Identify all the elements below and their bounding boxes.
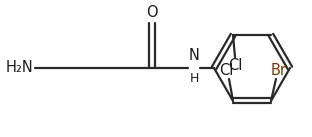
Text: Cl: Cl [219,63,233,78]
Text: O: O [146,5,158,20]
Text: N: N [188,48,199,63]
Text: Cl: Cl [228,58,242,73]
Text: H: H [189,72,199,85]
Text: H₂N: H₂N [5,61,33,75]
Text: Br: Br [271,63,287,78]
